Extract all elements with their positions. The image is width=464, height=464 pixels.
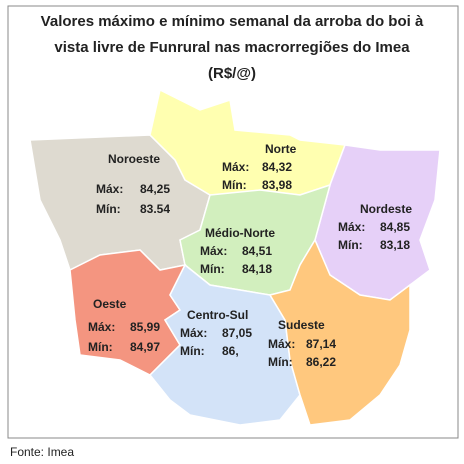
frame [7, 5, 459, 439]
region-name: Sudeste [278, 318, 325, 332]
title-line: Valores máximo e mínimo semanal da arrob… [41, 13, 424, 30]
min-value: 84,18 [242, 262, 272, 276]
max-label: Máx: [268, 337, 295, 351]
max-value: 84,25 [140, 182, 170, 196]
min-value: 86,22 [306, 355, 336, 369]
region-name: Centro-Sul [187, 308, 248, 322]
max-label: Máx: [338, 220, 365, 234]
region-name: Oeste [93, 297, 127, 311]
source: Fonte: Imea [10, 445, 74, 459]
max-label: Máx: [88, 320, 115, 334]
min-label: Mín: [88, 340, 113, 354]
max-value: 84,51 [242, 244, 272, 258]
min-value: 86, [222, 344, 239, 358]
min-label: Mín: [268, 355, 293, 369]
region-name: Médio-Norte [205, 226, 275, 240]
title-line: vista livre de Funrural nas macrorregiõe… [54, 39, 410, 56]
max-label: Máx: [222, 160, 249, 174]
max-value: 84,32 [262, 160, 292, 174]
max-value: 85,99 [130, 320, 160, 334]
min-value: 84,97 [130, 340, 160, 354]
title-line: (R$/@) [208, 65, 256, 82]
max-label: Máx: [180, 326, 207, 340]
max-value: 87,05 [222, 326, 252, 340]
min-value: 83,98 [262, 178, 292, 192]
max-label: Máx: [200, 244, 227, 258]
min-label: Mín: [180, 344, 205, 358]
region-name: Nordeste [360, 202, 412, 216]
min-label: Mín: [96, 202, 121, 216]
region-name: Norte [265, 142, 297, 156]
max-label: Máx: [96, 182, 123, 196]
region-centro-sul [148, 263, 301, 426]
region-sudeste [268, 238, 411, 426]
min-value: 83,18 [380, 238, 410, 252]
min-label: Mín: [222, 178, 247, 192]
min-label: Mín: [200, 262, 225, 276]
min-label: Mín: [338, 238, 363, 252]
min-value: 83.54 [140, 202, 170, 216]
map [29, 88, 441, 426]
region-name: Noroeste [108, 152, 160, 166]
max-value: 84,85 [380, 220, 410, 234]
max-value: 87,14 [306, 337, 336, 351]
